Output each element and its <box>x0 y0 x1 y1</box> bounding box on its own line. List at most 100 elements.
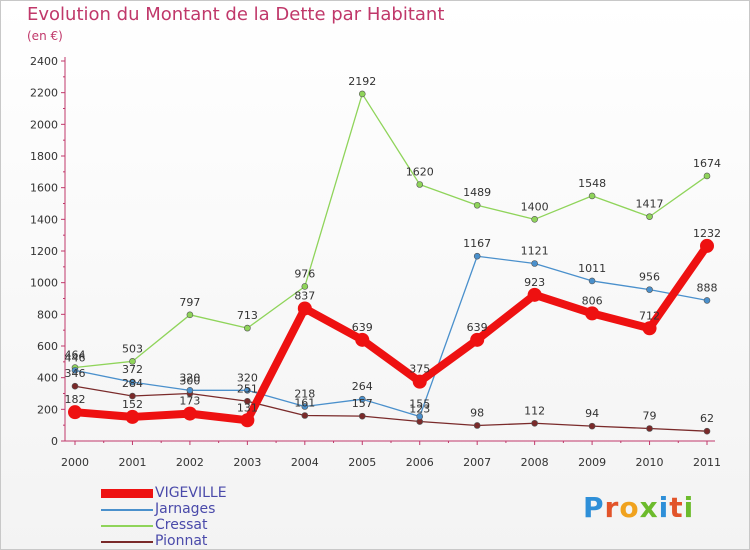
data-label-jarnages: 446 <box>65 351 86 364</box>
data-label-cressat: 1548 <box>578 177 606 190</box>
data-point-jarnages <box>473 252 481 260</box>
data-point-jarnages <box>244 387 251 394</box>
data-label-cressat: 1400 <box>521 200 549 213</box>
data-point-vigeville <box>642 321 657 336</box>
data-label-vigeville: 923 <box>524 276 545 289</box>
data-point-cressat <box>531 216 538 223</box>
data-point-pionnat <box>588 422 596 430</box>
data-point-pionnat <box>244 397 251 405</box>
data-label-jarnages: 956 <box>639 271 660 284</box>
data-point-vigeville <box>240 413 255 428</box>
data-label-jarnages: 1011 <box>578 262 606 275</box>
series-line-vigeville <box>71 241 711 425</box>
data-point-pionnat <box>71 382 79 390</box>
y-tick-label: 1600 <box>30 182 58 195</box>
data-point-cressat <box>186 311 194 319</box>
data-point-pionnat <box>531 419 538 427</box>
data-label-vigeville: 639 <box>467 321 488 334</box>
series-lines <box>71 93 711 432</box>
data-label-vigeville: 837 <box>294 289 315 302</box>
data-label-pionnat: 94 <box>585 407 599 420</box>
data-label-cressat: 976 <box>294 267 315 280</box>
data-point-pionnat <box>703 427 711 435</box>
data-label-vigeville: 639 <box>352 321 373 334</box>
data-point-pionnat <box>473 422 481 429</box>
data-label-jarnages: 1167 <box>463 237 491 250</box>
data-point-vigeville <box>182 406 197 421</box>
data-label-cressat: 1417 <box>636 198 664 211</box>
x-tick-label: 2010 <box>636 456 664 469</box>
x-tick-label: 2003 <box>233 456 261 469</box>
y-tick-label: 0 <box>51 435 58 448</box>
legend-swatch-cressat <box>101 525 153 527</box>
data-point-cressat <box>301 283 309 290</box>
data-label-vigeville: 152 <box>122 398 143 411</box>
y-tick-label: 200 <box>37 403 58 416</box>
data-point-jarnages <box>129 378 136 386</box>
y-tick-label: 1800 <box>30 150 58 163</box>
data-label-vigeville: 1232 <box>693 227 721 240</box>
chart-title: Evolution du Montant de la Dette par Hab… <box>27 4 445 25</box>
data-label-pionnat: 300 <box>179 375 200 388</box>
x-tick-label: 2005 <box>348 456 376 469</box>
data-point-vigeville <box>125 409 140 424</box>
legend-label-vigeville: VIGEVILLE <box>155 485 227 501</box>
data-point-pionnat <box>646 425 653 432</box>
y-tick-label: 400 <box>37 372 58 385</box>
data-label-cressat: 1620 <box>406 166 434 179</box>
data-label-pionnat: 79 <box>643 409 657 422</box>
x-tick-label: 2001 <box>118 456 146 469</box>
legend-label-jarnages: Jarnages <box>155 501 216 517</box>
data-label-vigeville: 806 <box>582 294 603 307</box>
data-label-cressat: 2192 <box>348 75 376 88</box>
data-label-vigeville: 375 <box>409 363 430 376</box>
x-tick-label: 2011 <box>693 456 721 469</box>
data-label-pionnat: 346 <box>65 367 86 380</box>
proxiti-logo: Proxiti <box>583 491 694 524</box>
y-tick-label: 2000 <box>30 118 58 131</box>
data-point-vigeville <box>527 287 542 302</box>
data-label-cressat: 464 <box>65 349 86 362</box>
data-label-cressat: 797 <box>179 296 200 309</box>
data-point-cressat <box>416 181 424 188</box>
y-tick-label: 1200 <box>30 245 58 258</box>
data-point-jarnages <box>416 413 424 420</box>
logo-letter: P <box>583 491 605 524</box>
x-tick-label: 2008 <box>521 456 549 469</box>
data-point-jarnages <box>531 260 538 267</box>
y-tick-label: 1000 <box>30 277 58 290</box>
y-tick-label: 2400 <box>30 55 58 68</box>
data-label-pionnat: 251 <box>237 382 258 395</box>
data-point-vigeville <box>700 238 714 253</box>
data-point-vigeville <box>68 405 82 420</box>
data-label-pionnat: 123 <box>409 403 430 416</box>
data-label-jarnages: 155 <box>409 397 430 410</box>
data-point-cressat <box>588 192 596 200</box>
data-label-pionnat: 98 <box>470 406 484 419</box>
x-tick-label: 2009 <box>578 456 606 469</box>
data-label-pionnat: 284 <box>122 377 143 390</box>
data-label-vigeville: 131 <box>237 401 258 414</box>
data-label-jarnages: 264 <box>352 380 373 393</box>
data-point-jarnages <box>186 387 194 394</box>
series-value-labels: 346 284 300 251 161 157 123 98 112 94 79 62 464 503 79… <box>65 75 722 425</box>
data-label-pionnat: 112 <box>524 404 545 417</box>
data-point-vigeville <box>412 374 427 389</box>
data-label-jarnages: 320 <box>237 371 258 384</box>
x-tick-label: 2006 <box>406 456 434 469</box>
data-point-jarnages <box>588 277 596 285</box>
x-tick-label: 2007 <box>463 456 491 469</box>
data-point-cressat <box>473 201 481 209</box>
data-label-jarnages: 372 <box>122 363 143 376</box>
logo-letter: i <box>658 491 670 524</box>
legend-swatch-vigeville <box>101 489 153 498</box>
data-label-pionnat: 157 <box>352 397 373 410</box>
data-label-pionnat: 161 <box>294 397 315 410</box>
x-tick-label: 2004 <box>291 456 319 469</box>
data-point-jarnages <box>71 367 79 374</box>
chart-axes: 0 200 400 600 800 1000 1200 1400 1600 1800 2000 220… <box>30 55 721 469</box>
data-label-jarnages: 888 <box>697 281 718 294</box>
series-line-jarnages <box>74 255 708 418</box>
data-label-jarnages: 320 <box>179 371 200 384</box>
